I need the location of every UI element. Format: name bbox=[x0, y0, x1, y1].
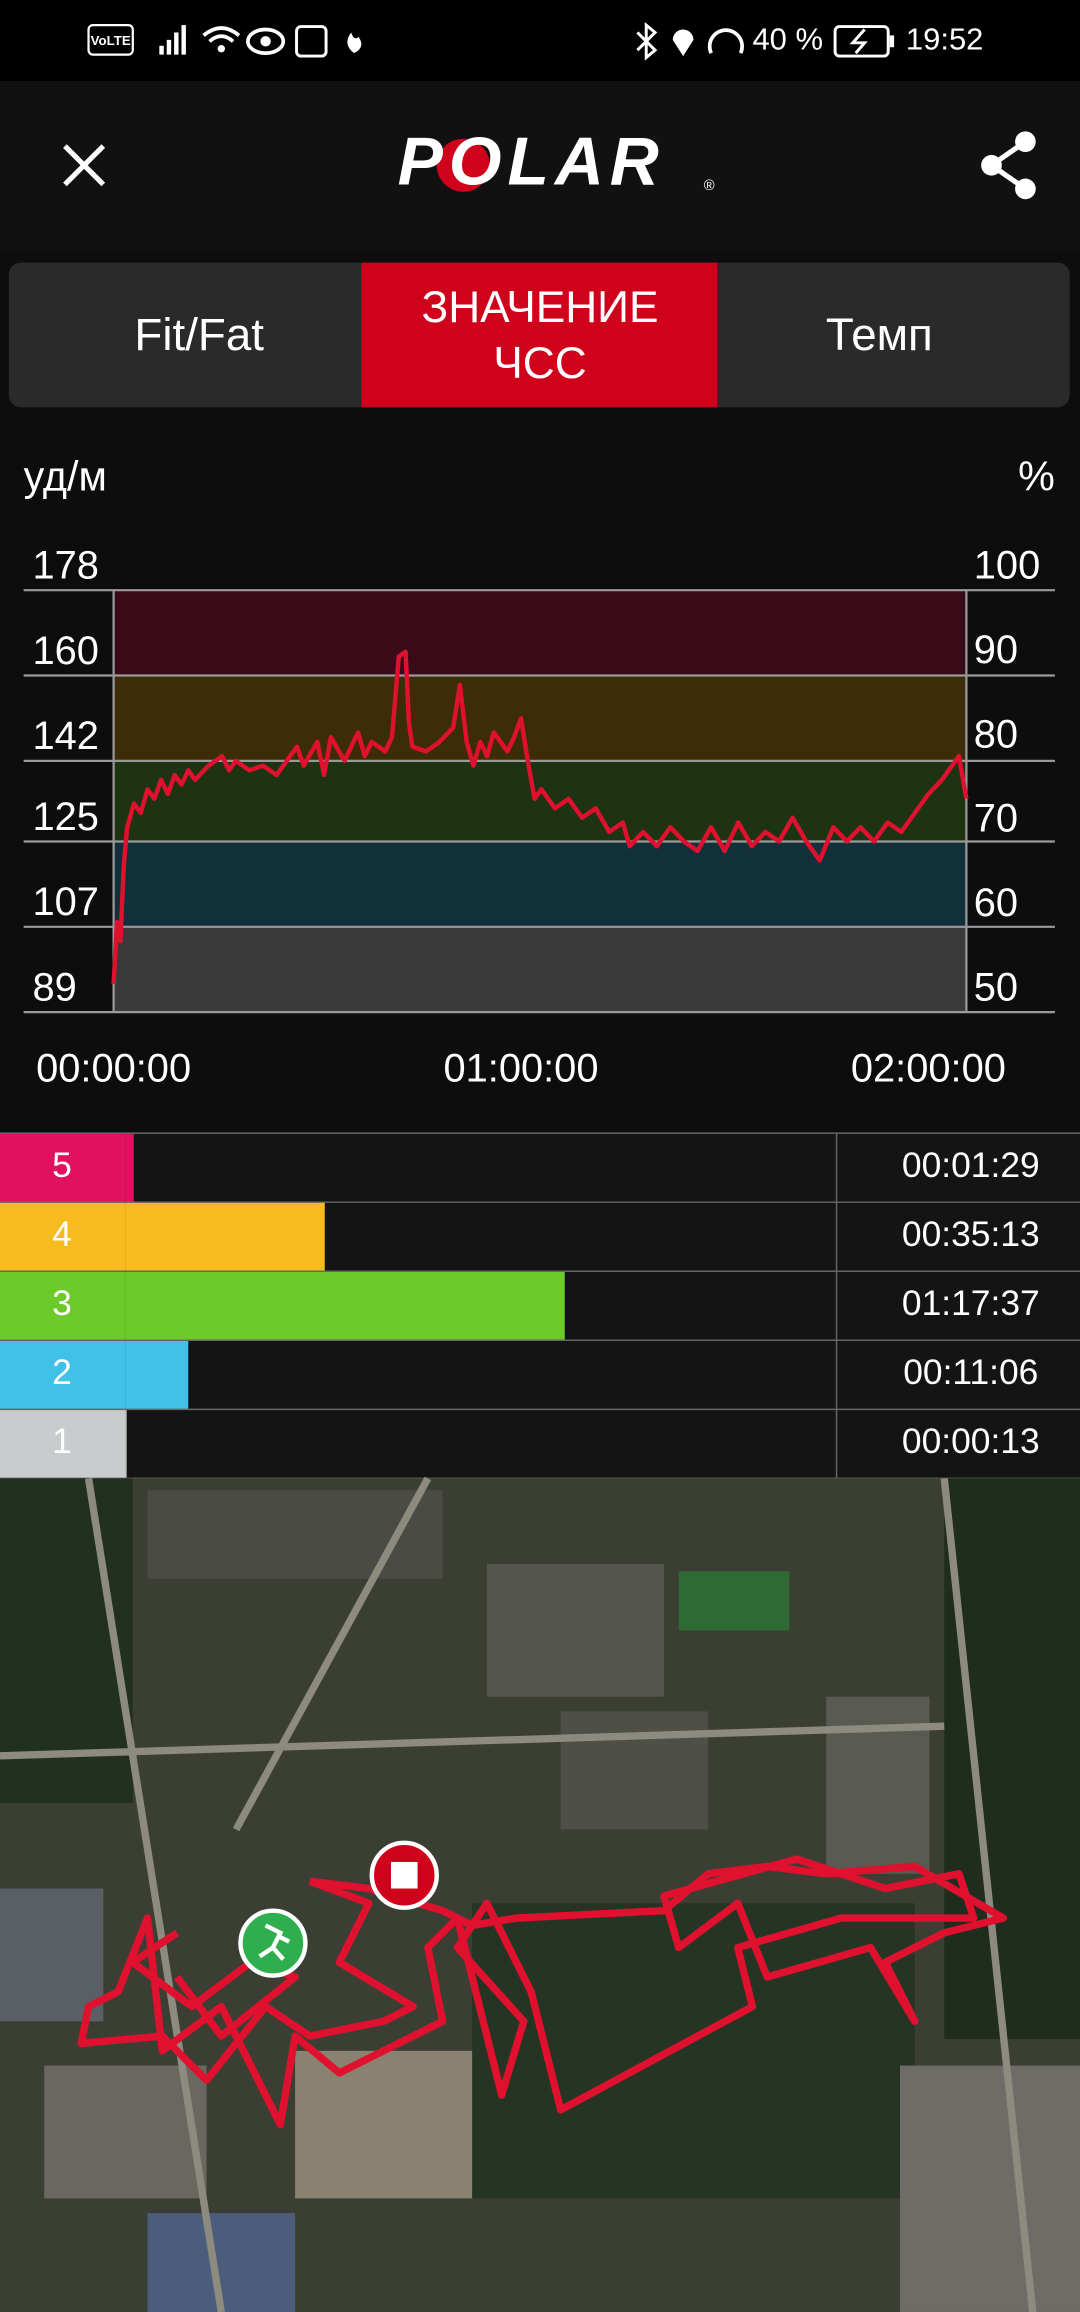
map[interactable] bbox=[0, 1476, 1080, 2312]
battery-tip bbox=[889, 35, 895, 48]
y2-tick-label: 70 bbox=[974, 797, 1018, 841]
zone-time: 00:35:13 bbox=[902, 1214, 1040, 1254]
zone-time: 00:00:13 bbox=[902, 1421, 1040, 1461]
zone-cell bbox=[0, 1202, 126, 1272]
y2-tick-label: 90 bbox=[974, 628, 1018, 672]
battery-percent: 40 % bbox=[752, 22, 823, 57]
zone-time: 00:11:06 bbox=[903, 1352, 1038, 1392]
zone-bar bbox=[125, 1340, 189, 1410]
zone-row bbox=[0, 1409, 1080, 1479]
share-button[interactable] bbox=[981, 131, 1036, 200]
zone-cell bbox=[0, 1340, 126, 1410]
clock: 19:52 bbox=[906, 22, 984, 57]
hr-chart: 89 107 125 142 160 178 50 60 70 80 90 100 00:00:00 01… bbox=[23, 544, 1055, 1091]
zone-bar bbox=[125, 1133, 134, 1203]
wifi-icon bbox=[202, 26, 241, 43]
zone-number: 5 bbox=[52, 1145, 72, 1185]
wifi-dot bbox=[217, 45, 225, 53]
speed-icon bbox=[707, 28, 744, 54]
y2-tick-label: 60 bbox=[974, 881, 1018, 925]
zone-bar bbox=[125, 1202, 325, 1272]
status-bar bbox=[0, 0, 1080, 82]
nfc-icon bbox=[295, 25, 328, 58]
bluetooth-icon bbox=[636, 21, 658, 61]
tab[interactable]: Темп bbox=[826, 309, 933, 360]
zone-band bbox=[113, 675, 967, 761]
x-tick-label: 01:00:00 bbox=[443, 1047, 598, 1091]
zone-band bbox=[113, 590, 967, 676]
zone-band bbox=[113, 841, 967, 927]
y-tick-label: 125 bbox=[32, 795, 98, 839]
signal-icon bbox=[159, 25, 186, 55]
location-icon bbox=[672, 29, 694, 57]
x-tick-label: 00:00:00 bbox=[36, 1047, 191, 1091]
volte-icon bbox=[87, 23, 134, 56]
y2-axis-label: % bbox=[1018, 453, 1055, 499]
y-tick-label: 107 bbox=[32, 880, 98, 924]
zone-bar bbox=[125, 1409, 127, 1479]
zone-band bbox=[113, 926, 967, 1013]
zone-bar bbox=[125, 1271, 565, 1341]
flame-icon bbox=[347, 32, 362, 54]
zone-cell bbox=[0, 1133, 126, 1203]
y2-tick-label: 100 bbox=[974, 544, 1040, 588]
y-tick-label: 178 bbox=[32, 544, 98, 588]
tab[interactable]: Fit/Fat bbox=[134, 309, 264, 360]
y2-tick-label: 80 bbox=[974, 712, 1018, 756]
volte-label: VoLTE bbox=[91, 33, 131, 48]
zone-number: 2 bbox=[52, 1352, 72, 1392]
zone-cell bbox=[0, 1271, 126, 1341]
y-tick-label: 142 bbox=[32, 714, 98, 758]
y-axis-label: уд/м bbox=[24, 453, 107, 499]
zone-band bbox=[113, 760, 967, 842]
zone-table: 5 00:01:29 4 00:35:13 3 01:17:37 2 00:11:06 1 00:… bbox=[0, 1132, 1080, 1480]
zone-row bbox=[0, 1133, 1080, 1203]
y-tick-label: 160 bbox=[32, 629, 98, 673]
zone-number: 4 bbox=[52, 1214, 72, 1254]
close-button[interactable] bbox=[63, 144, 106, 187]
logo-trademark: ® bbox=[704, 178, 715, 194]
zone-number: 1 bbox=[52, 1421, 72, 1461]
eye-icon bbox=[246, 27, 286, 55]
zone-time: 01:17:37 bbox=[902, 1283, 1040, 1323]
y2-tick-label: 50 bbox=[974, 966, 1018, 1010]
x-tick-label: 02:00:00 bbox=[851, 1047, 1006, 1091]
hr-line bbox=[111, 649, 969, 984]
tab-selected[interactable] bbox=[361, 262, 718, 408]
logo-dot bbox=[436, 138, 490, 192]
zone-time: 00:01:29 bbox=[902, 1145, 1040, 1185]
y-tick-label: 89 bbox=[32, 966, 76, 1010]
battery-icon bbox=[833, 25, 890, 58]
eye-pupil bbox=[260, 36, 271, 47]
logo: POLAR bbox=[398, 125, 665, 200]
charging-icon bbox=[849, 28, 868, 55]
tab[interactable]: ЗНАЧЕНИЕ ЧСС bbox=[421, 283, 658, 388]
zone-cell bbox=[0, 1409, 126, 1479]
header bbox=[0, 81, 1080, 251]
zone-number: 3 bbox=[52, 1283, 72, 1323]
